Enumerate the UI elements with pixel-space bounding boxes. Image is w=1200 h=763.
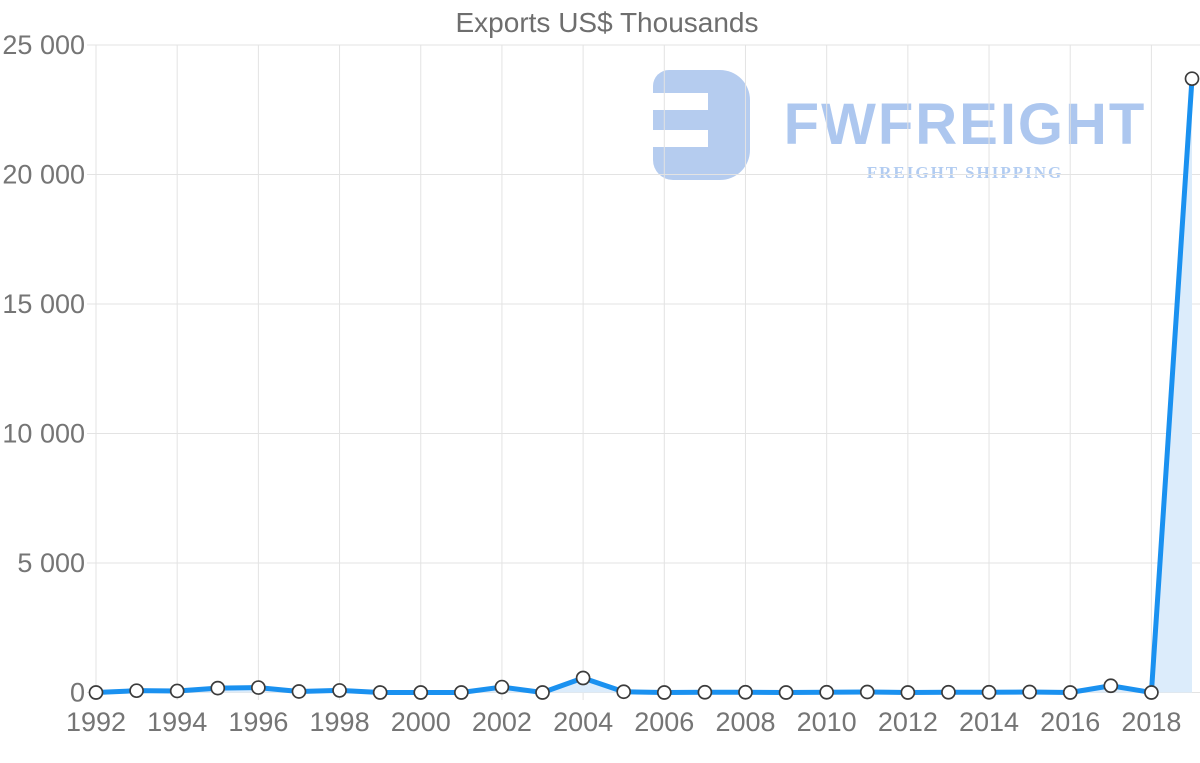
fwfreight-logo-icon [653,70,750,180]
x-axis-tick-label: 1998 [310,707,370,737]
y-axis-tick-label: 20 000 [2,160,85,190]
x-axis-tick-label: 2018 [1121,707,1181,737]
data-point-marker [372,685,388,700]
logo-icon-notch [653,93,708,110]
x-axis-tick-label: 2000 [391,707,451,737]
data-point-marker [88,685,104,700]
data-point-marker [494,679,510,695]
x-axis-tick-label: 2008 [715,707,775,737]
data-point-marker [859,684,875,700]
x-axis-tick-label: 2010 [797,707,857,737]
brand-name: FWFREIGHT [783,92,1147,157]
series-area [96,78,1192,693]
data-point-marker [332,683,347,698]
data-point-marker [616,684,632,700]
y-axis-tick-label: 25 000 [2,30,85,60]
data-point-marker [210,680,226,696]
data-point-marker [535,685,550,700]
data-point-marker [575,670,591,686]
x-axis-tick-label: 2012 [878,707,938,737]
data-point-marker [697,684,713,700]
x-axis-tick-label: 1992 [66,707,126,737]
data-point-marker [1144,685,1159,700]
logo-text-column: FWFREIGHT FREIGHT SHIPPING [775,70,1155,183]
data-point-marker [169,683,185,699]
data-point-marker [738,684,753,700]
y-axis-tick-label: 0 [70,678,85,708]
data-point-marker [1184,71,1200,87]
x-axis-tick-label: 2016 [1040,707,1100,737]
x-axis-tick-label: 2006 [634,707,694,737]
data-point-marker [413,685,429,700]
x-axis-tick-label: 1994 [147,707,207,737]
x-axis-tick-label: 2014 [959,707,1019,737]
logo-icon-notch [653,130,708,147]
data-point-marker [941,684,956,700]
chart-title: Exports US$ Thousands [455,7,759,38]
data-point-marker [981,684,997,700]
data-point-marker [778,685,794,700]
y-axis-tick-label: 10 000 [2,419,85,449]
data-point-marker [1103,678,1119,694]
data-point-marker [1022,684,1037,700]
data-point-marker [251,680,266,695]
data-point-marker [819,684,835,700]
x-axis-tick-label: 1996 [228,707,288,737]
data-point-marker [129,683,144,699]
data-point-marker [1062,685,1078,700]
y-axis-tick-label: 15 000 [2,289,85,319]
brand-watermark: FWFREIGHT FREIGHT SHIPPING [653,70,1155,183]
brand-tagline: FREIGHT SHIPPING [866,163,1064,182]
data-point-marker [900,685,916,700]
data-point-marker [291,684,307,699]
data-point-marker [453,685,469,700]
data-point-marker [656,685,672,700]
x-axis-tick-label: 2004 [553,707,613,737]
x-axis-tick-label: 2002 [472,707,532,737]
series-line [93,76,1195,695]
y-axis-tick-label: 5 000 [17,548,85,578]
